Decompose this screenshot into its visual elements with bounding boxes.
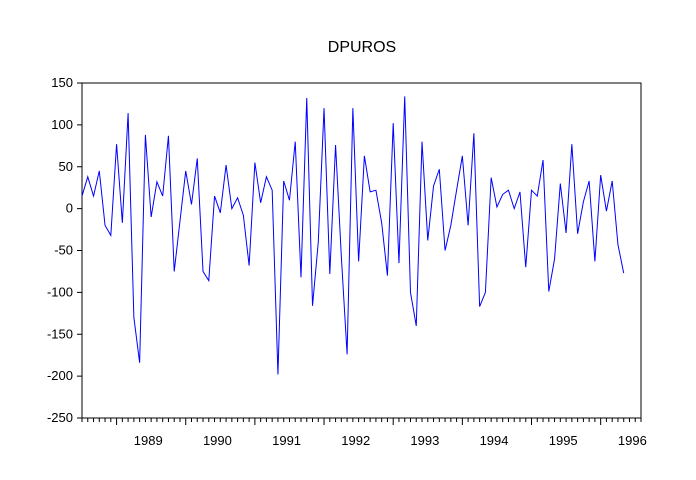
plot-frame: [81, 82, 642, 419]
x-tick-label: 1989: [134, 433, 163, 448]
x-tick-label: 1993: [410, 433, 439, 448]
y-tick-label: 150: [51, 75, 73, 90]
x-tick-label: 1995: [549, 433, 578, 448]
y-tick-label: 50: [59, 159, 73, 174]
chart-title: DPUROS: [328, 39, 396, 56]
series-line-0: [81, 96, 625, 375]
y-tick-label: 100: [51, 117, 73, 132]
y-tick-label: -200: [47, 368, 73, 383]
y-tick-label: -150: [47, 326, 73, 341]
x-tick-label: 1992: [341, 433, 370, 448]
y-tick-label: -250: [47, 410, 73, 425]
x-axis: 1989 1990 1991 1992 1993 1994 1995 1996: [81, 418, 647, 448]
y-tick-label: -100: [47, 284, 73, 299]
y-tick-label: 0: [66, 201, 73, 216]
series-layer: [81, 96, 625, 375]
y-tick-label: -50: [54, 243, 73, 258]
x-tick-label: 1991: [272, 433, 301, 448]
x-tick-label: 1996: [618, 433, 647, 448]
y-axis: 150 100 50 0 -50 -100 -150 -200 -250: [47, 75, 82, 425]
x-tick-label: 1990: [203, 433, 232, 448]
x-tick-label: 1994: [480, 433, 509, 448]
